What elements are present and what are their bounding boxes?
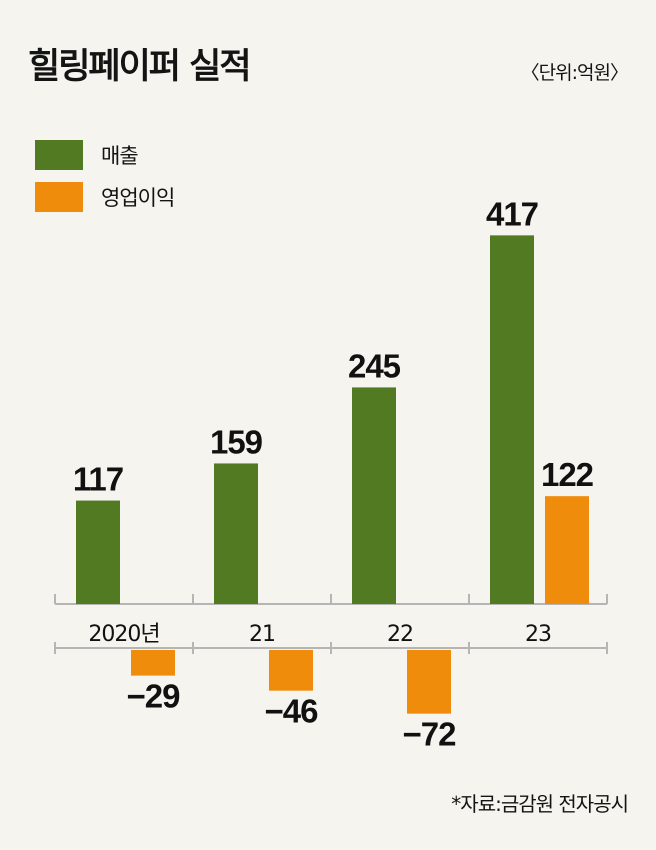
data-label-revenue: 117 — [73, 461, 123, 498]
bar-revenue — [352, 387, 396, 604]
data-label-operating-profit: 122 — [541, 456, 594, 493]
data-label-revenue: 159 — [210, 423, 263, 460]
bar-revenue — [76, 500, 120, 604]
data-label-revenue: 417 — [486, 195, 538, 232]
legend-item-revenue: 매출 — [35, 140, 139, 170]
legend-label-revenue: 매출 — [101, 144, 139, 168]
data-label-revenue: 245 — [348, 347, 401, 384]
bar-revenue — [214, 463, 258, 604]
bar-operating-profit — [131, 650, 175, 676]
legend-item-operating-profit: 영업이익 — [35, 182, 175, 212]
bar-operating-profit — [545, 496, 589, 604]
x-tick-label: 23 — [525, 622, 551, 647]
legend-swatch-revenue — [35, 140, 83, 170]
data-label-operating-profit: −72 — [403, 716, 457, 753]
bar-revenue — [490, 235, 534, 604]
unit-label: 〈단위:억원〉 — [520, 62, 629, 84]
chart-title: 힐링페이퍼 실적 — [28, 47, 252, 87]
x-tick-label: 2020년 — [88, 622, 159, 647]
legend-swatch-operating-profit — [35, 182, 83, 212]
data-label-operating-profit: −46 — [265, 693, 319, 730]
bar-operating-profit — [269, 650, 313, 691]
bar-operating-profit — [407, 650, 451, 714]
source-note: *자료:금감원 전자공시 — [451, 792, 629, 816]
x-tick-label: 21 — [249, 622, 275, 647]
data-label-operating-profit: −29 — [127, 678, 181, 715]
x-tick-label: 22 — [387, 622, 413, 647]
legend-label-operating-profit: 영업이익 — [101, 186, 175, 210]
